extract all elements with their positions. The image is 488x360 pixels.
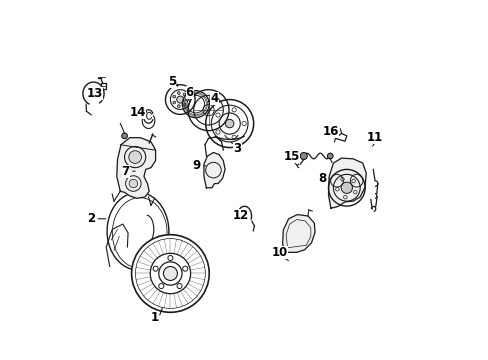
Text: 12: 12 [232, 209, 248, 222]
Circle shape [128, 151, 141, 163]
Circle shape [129, 179, 137, 188]
Text: 14: 14 [129, 106, 146, 119]
Circle shape [341, 182, 352, 193]
Circle shape [177, 105, 180, 108]
Circle shape [300, 153, 306, 159]
Circle shape [225, 119, 233, 128]
Circle shape [122, 133, 127, 139]
Text: 15: 15 [283, 149, 299, 162]
Text: 6: 6 [185, 86, 194, 99]
Text: 9: 9 [192, 159, 201, 172]
Circle shape [183, 93, 185, 96]
Text: 13: 13 [86, 87, 102, 100]
Circle shape [185, 98, 188, 101]
Text: 11: 11 [366, 131, 383, 144]
Text: 3: 3 [233, 142, 241, 155]
Circle shape [183, 103, 185, 106]
Text: 7: 7 [122, 165, 129, 178]
Text: 4: 4 [210, 93, 218, 105]
Text: 16: 16 [322, 125, 339, 138]
Circle shape [327, 153, 332, 159]
Circle shape [131, 235, 209, 312]
Polygon shape [282, 215, 314, 252]
Text: 10: 10 [271, 246, 287, 259]
Text: 5: 5 [168, 75, 176, 88]
Text: 8: 8 [317, 172, 325, 185]
Circle shape [172, 101, 175, 104]
Text: 1: 1 [150, 311, 158, 324]
Circle shape [163, 266, 177, 280]
Circle shape [176, 96, 183, 103]
Polygon shape [117, 138, 155, 198]
Polygon shape [328, 158, 366, 208]
Circle shape [177, 91, 180, 94]
Polygon shape [203, 153, 224, 188]
Circle shape [172, 95, 175, 98]
Text: 2: 2 [87, 212, 95, 225]
